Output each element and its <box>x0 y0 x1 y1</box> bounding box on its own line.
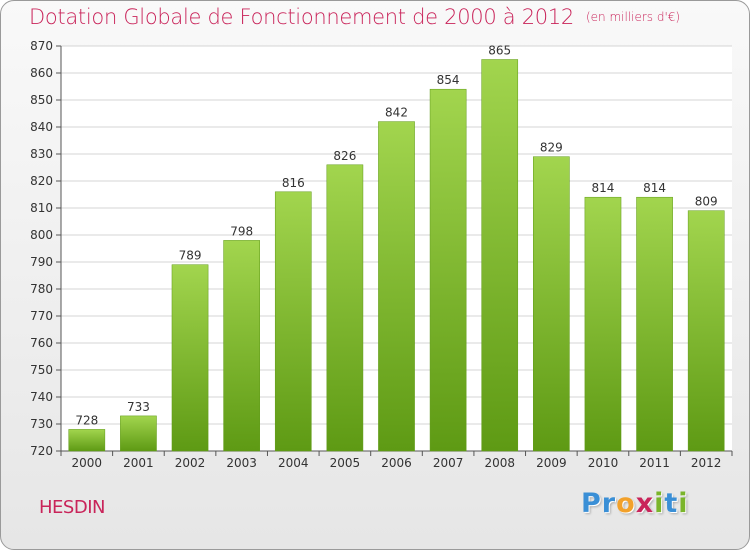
bar-2006 <box>378 121 415 452</box>
x-tick-label: 2012 <box>691 456 722 470</box>
x-tick-label: 2003 <box>226 456 257 470</box>
bar-2007 <box>429 88 467 452</box>
proxiti-logo: Proxiti <box>581 488 689 519</box>
x-tick-label: 2007 <box>433 456 464 470</box>
data-label: 789 <box>179 249 202 263</box>
x-tick-label: 2002 <box>175 456 206 470</box>
y-tick-label: 770 <box>30 309 53 323</box>
chart-title-text: Dotation Globale de Fonctionnement de 20… <box>29 5 574 29</box>
x-tick-label: 2000 <box>72 456 103 470</box>
y-tick-label: 820 <box>30 174 53 188</box>
y-tick-label: 830 <box>30 147 53 161</box>
chart-subtitle: (en milliers d'€) <box>585 10 681 24</box>
y-tick-label: 750 <box>30 363 53 377</box>
data-label: 829 <box>540 141 563 155</box>
y-tick-label: 840 <box>30 120 53 134</box>
bar-2001 <box>120 415 157 452</box>
y-tick-label: 870 <box>30 39 53 53</box>
bar-2010 <box>584 196 622 452</box>
x-tick-label: 2001 <box>123 456 154 470</box>
brand-letter: t <box>664 488 679 519</box>
data-label: 728 <box>75 413 98 427</box>
bar-2009 <box>533 156 570 452</box>
commune-name: HESDIN <box>39 497 105 518</box>
y-tick-label: 810 <box>30 201 53 215</box>
y-tick-label: 860 <box>30 66 53 80</box>
bar-2002 <box>171 264 209 452</box>
data-label: 814 <box>643 181 666 195</box>
x-tick-label: 2009 <box>536 456 567 470</box>
data-label: 816 <box>282 176 305 190</box>
data-label: 865 <box>488 44 511 58</box>
bar-2000 <box>68 429 106 452</box>
data-label: 809 <box>695 195 718 209</box>
y-tick-label: 850 <box>30 93 53 107</box>
data-label: 854 <box>437 73 460 87</box>
brand-letter: P <box>581 488 602 519</box>
bar-2004 <box>274 191 312 452</box>
data-label: 842 <box>385 106 408 120</box>
x-tick-label: 2006 <box>381 456 412 470</box>
y-tick-label: 760 <box>30 336 53 350</box>
bar-2008 <box>481 59 519 452</box>
y-tick-label: 780 <box>30 282 53 296</box>
data-label: 733 <box>127 400 150 414</box>
brand-letter: i <box>654 488 665 519</box>
x-tick-label: 2010 <box>588 456 619 470</box>
y-tick-label: 790 <box>30 255 53 269</box>
brand-letter: r <box>601 488 617 519</box>
data-label: 798 <box>230 224 253 238</box>
y-tick-label: 720 <box>30 444 53 458</box>
y-tick-label: 800 <box>30 228 53 242</box>
y-tick-label: 740 <box>30 390 53 404</box>
x-tick-label: 2011 <box>639 456 670 470</box>
brand-letter: i <box>678 488 689 519</box>
data-label: 814 <box>592 181 615 195</box>
x-tick-label: 2008 <box>484 456 515 470</box>
brand-letter: x <box>635 488 655 519</box>
bar-2003 <box>223 240 260 452</box>
chart-title: Dotation Globale de Fonctionnement de 20… <box>29 5 680 29</box>
bar-2011 <box>636 196 673 452</box>
data-label: 826 <box>333 149 356 163</box>
x-tick-label: 2005 <box>330 456 361 470</box>
x-tick-label: 2004 <box>278 456 309 470</box>
y-tick-label: 730 <box>30 417 53 431</box>
brand-letter: o <box>616 488 636 519</box>
bar-2012 <box>687 210 725 452</box>
bar-2005 <box>326 164 364 452</box>
